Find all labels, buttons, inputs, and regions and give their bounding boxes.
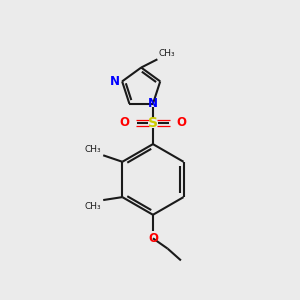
Text: CH₃: CH₃ <box>85 145 101 154</box>
Text: S: S <box>148 116 158 130</box>
Text: O: O <box>148 232 158 245</box>
Text: N: N <box>110 75 120 88</box>
Text: CH₃: CH₃ <box>159 49 176 58</box>
Text: CH₃: CH₃ <box>85 202 101 211</box>
Text: N: N <box>148 97 158 110</box>
Text: O: O <box>176 116 187 129</box>
Text: O: O <box>119 116 129 129</box>
